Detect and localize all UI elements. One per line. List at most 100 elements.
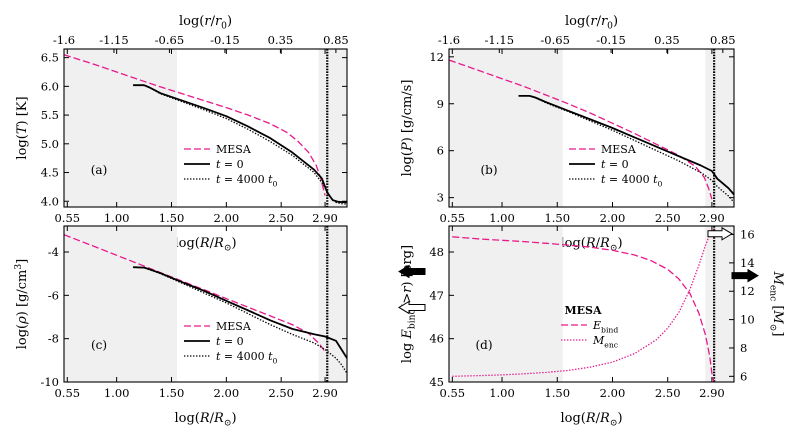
y-tick-label: 45 <box>429 375 444 389</box>
x-tick-label: 2.90 <box>699 211 725 225</box>
top-x-tick-label: -0.65 <box>540 33 570 47</box>
series-line-1 <box>133 266 347 359</box>
legend-entry: t = 4000 t0 <box>216 350 278 366</box>
top-x-tick-label: -0.15 <box>210 33 240 47</box>
y-right-tick-label: 12 <box>740 284 755 298</box>
open-arrow-icon <box>707 226 733 241</box>
x-tick-label: 1.50 <box>159 386 185 400</box>
series-line-2 <box>133 266 347 374</box>
y-right-tick-label: 8 <box>740 341 747 355</box>
legend-entry: Menc <box>592 334 618 350</box>
shaded-region-0 <box>449 49 563 207</box>
series-group <box>449 59 734 203</box>
legend-entry: MESA <box>216 143 252 156</box>
x-tick-label: 1.00 <box>489 386 515 400</box>
shaded-region-1 <box>705 49 734 207</box>
top-x-tick-label: 0.85 <box>710 33 736 47</box>
shaded-region-0 <box>64 49 177 207</box>
y-tick-label: 12 <box>429 50 444 64</box>
series-group <box>452 228 715 382</box>
shaded-region-1 <box>705 226 734 382</box>
shaded-region-0 <box>449 226 563 382</box>
legend-entry: t = 4000 t0 <box>216 173 278 189</box>
legend: MESA t = 0 t = 4000 t0 <box>184 320 278 366</box>
series-line-0 <box>64 54 326 196</box>
panel-a: 0.55 1.00 1.50 2.00 2.50 2.90 -1.6 -1.15 -0.65 -0… <box>15 14 349 254</box>
y-tick-label: 46 <box>429 332 444 346</box>
x-tick-label: 1.50 <box>544 386 570 400</box>
top-x-tick-label: -1.15 <box>485 33 515 47</box>
y-tick-label: 6.5 <box>41 51 59 65</box>
legend-entry: t = 0 <box>216 158 244 171</box>
y-tick-label: 6.0 <box>41 79 59 93</box>
top-x-axis-label: log(r/r0) <box>565 14 618 32</box>
series-line-0 <box>452 236 715 382</box>
x-tick-label: 2.90 <box>312 211 338 225</box>
top-x-tick-label: -1.6 <box>53 33 75 47</box>
x-tick-label: 1.00 <box>104 211 130 225</box>
x-tick-label: 2.50 <box>655 211 681 225</box>
y-tick-label: -10 <box>40 375 59 389</box>
shaded-region-0 <box>64 226 177 382</box>
panel-c: 0.55 1.00 1.50 2.00 2.50 2.90 -10 -8 -6 -4 log(R/R… <box>14 225 348 429</box>
y-axis-label: log(P) [g/cm/s] <box>400 80 415 177</box>
series-group <box>64 234 347 374</box>
top-x-tick-label: 0.35 <box>654 33 680 47</box>
series-group <box>64 54 347 205</box>
panel-d: 0.55 1.00 1.50 2.00 2.50 2.90 45 46 47 48 6 8 10 12 14… <box>398 225 785 429</box>
top-x-tick-label: -1.6 <box>438 33 460 47</box>
plot-frame <box>448 225 735 383</box>
plot-frame <box>448 48 735 208</box>
panel-tag: (a) <box>91 163 108 177</box>
y-right-tick-label: 14 <box>740 256 755 270</box>
x-tick-label: 2.00 <box>214 386 240 400</box>
legend: MESA t = 0 t = 4000 t0 <box>184 143 278 189</box>
x-tick-label: 2.50 <box>655 386 681 400</box>
solid-arrow-icon <box>398 264 426 279</box>
x-tick-label: 0.55 <box>440 211 466 225</box>
panel-tag: (c) <box>91 338 107 352</box>
y-tick-label: 48 <box>429 245 444 259</box>
x-tick-label: 0.55 <box>440 386 466 400</box>
legend-entry: t = 0 <box>601 158 629 171</box>
y-right-tick-label: 16 <box>740 228 755 242</box>
x-tick-label: 1.00 <box>104 386 130 400</box>
legend-title: MESA <box>564 304 602 317</box>
plot-frame <box>63 225 348 383</box>
y-axis-label: log(T) [K] <box>15 96 30 159</box>
x-tick-label: 2.90 <box>312 386 338 400</box>
y-tick-label: 6 <box>437 144 444 158</box>
x-tick-label: 1.50 <box>159 211 185 225</box>
y-tick-label: 9 <box>437 97 444 111</box>
series-line-1 <box>452 228 715 377</box>
x-tick-label: 0.55 <box>54 211 80 225</box>
legend-entry: Ebind <box>592 319 618 335</box>
top-x-tick-label: -0.15 <box>596 33 626 47</box>
y-tick-label: -4 <box>48 245 59 259</box>
y-tick-label: 5.5 <box>41 108 59 122</box>
x-tick-label: 2.00 <box>600 386 626 400</box>
x-tick-label: 1.50 <box>544 211 570 225</box>
panel-tag: (b) <box>480 163 497 177</box>
x-tick-label: 2.90 <box>699 386 725 400</box>
top-x-tick-label: 0.35 <box>268 33 294 47</box>
legend-entry: MESA <box>216 320 252 333</box>
series-line-1 <box>518 95 734 196</box>
x-tick-label: 2.00 <box>214 211 240 225</box>
shaded-region-1 <box>318 226 347 382</box>
x-tick-label: 0.55 <box>54 386 80 400</box>
x-tick-label: 2.00 <box>600 211 626 225</box>
x-axis-label: log(R/R⊙) <box>174 411 236 429</box>
y-tick-label: -8 <box>48 332 59 346</box>
legend: MESA t = 0 t = 4000 t0 <box>569 143 663 189</box>
x-axis-label: log(R/R⊙) <box>560 236 622 254</box>
y-tick-label: 47 <box>429 288 444 302</box>
series-line-0 <box>449 59 713 200</box>
y-tick-label: 5.0 <box>41 137 59 151</box>
legend-entry: t = 4000 t0 <box>601 173 663 189</box>
y-axis-label: log(ρ) [g/cm3] <box>14 259 30 350</box>
plot-frame <box>63 48 348 208</box>
legend-entry: MESA <box>601 143 637 156</box>
x-axis-label: log(R/R⊙) <box>174 236 236 254</box>
